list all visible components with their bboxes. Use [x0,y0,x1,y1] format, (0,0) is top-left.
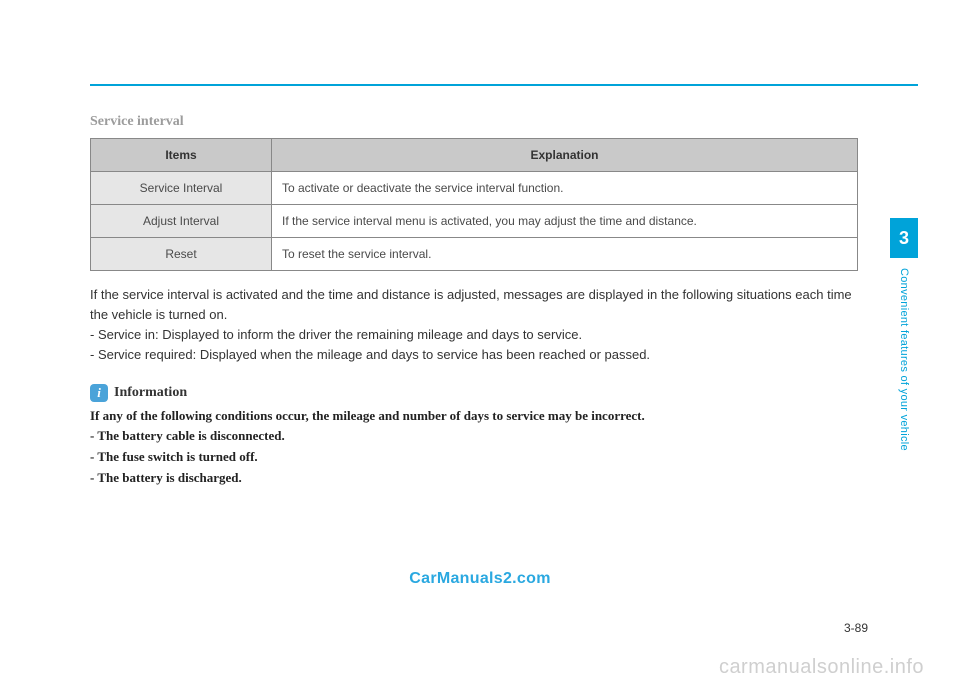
information-body: If any of the following conditions occur… [90,406,858,489]
body-text: If the service interval is activated and… [90,285,858,366]
info-item: - The fuse switch is turned off. [90,447,858,468]
table-row: Adjust Interval If the service interval … [91,205,858,238]
body-bullet: - Service in: Displayed to inform the dr… [90,325,858,345]
information-heading: i Information [90,384,858,402]
page-number: 3-89 [844,621,868,635]
cell-item: Service Interval [91,172,272,205]
table-header-row: Items Explanation [91,139,858,172]
section-title: Service interval [90,114,858,130]
col-explanation: Explanation [272,139,858,172]
body-bullet: - Service required: Displayed when the m… [90,345,858,365]
page-content: Service interval Items Explanation Servi… [90,114,858,489]
info-item: - The battery cable is disconnected. [90,426,858,447]
info-lead: If any of the following conditions occur… [90,406,858,427]
top-rule [90,84,918,86]
info-item: - The battery is discharged. [90,468,858,489]
info-icon: i [90,384,108,402]
table-row: Reset To reset the service interval. [91,238,858,271]
table-row: Service Interval To activate or deactiva… [91,172,858,205]
cell-explanation: To reset the service interval. [272,238,858,271]
footer-domain: carmanualsonline.info [719,656,924,679]
information-block: i Information If any of the following co… [90,384,858,489]
cell-item: Adjust Interval [91,205,272,238]
cell-explanation: To activate or deactivate the service in… [272,172,858,205]
body-intro: If the service interval is activated and… [90,285,858,325]
chapter-tab: 3 [890,218,918,258]
watermark-center: CarManuals2.com [0,570,960,588]
col-items: Items [91,139,272,172]
service-interval-table: Items Explanation Service Interval To ac… [90,138,858,271]
cell-item: Reset [91,238,272,271]
chapter-number: 3 [899,228,909,249]
information-heading-text: Information [114,385,187,401]
chapter-label: Convenient features of your vehicle [890,268,918,528]
cell-explanation: If the service interval menu is activate… [272,205,858,238]
